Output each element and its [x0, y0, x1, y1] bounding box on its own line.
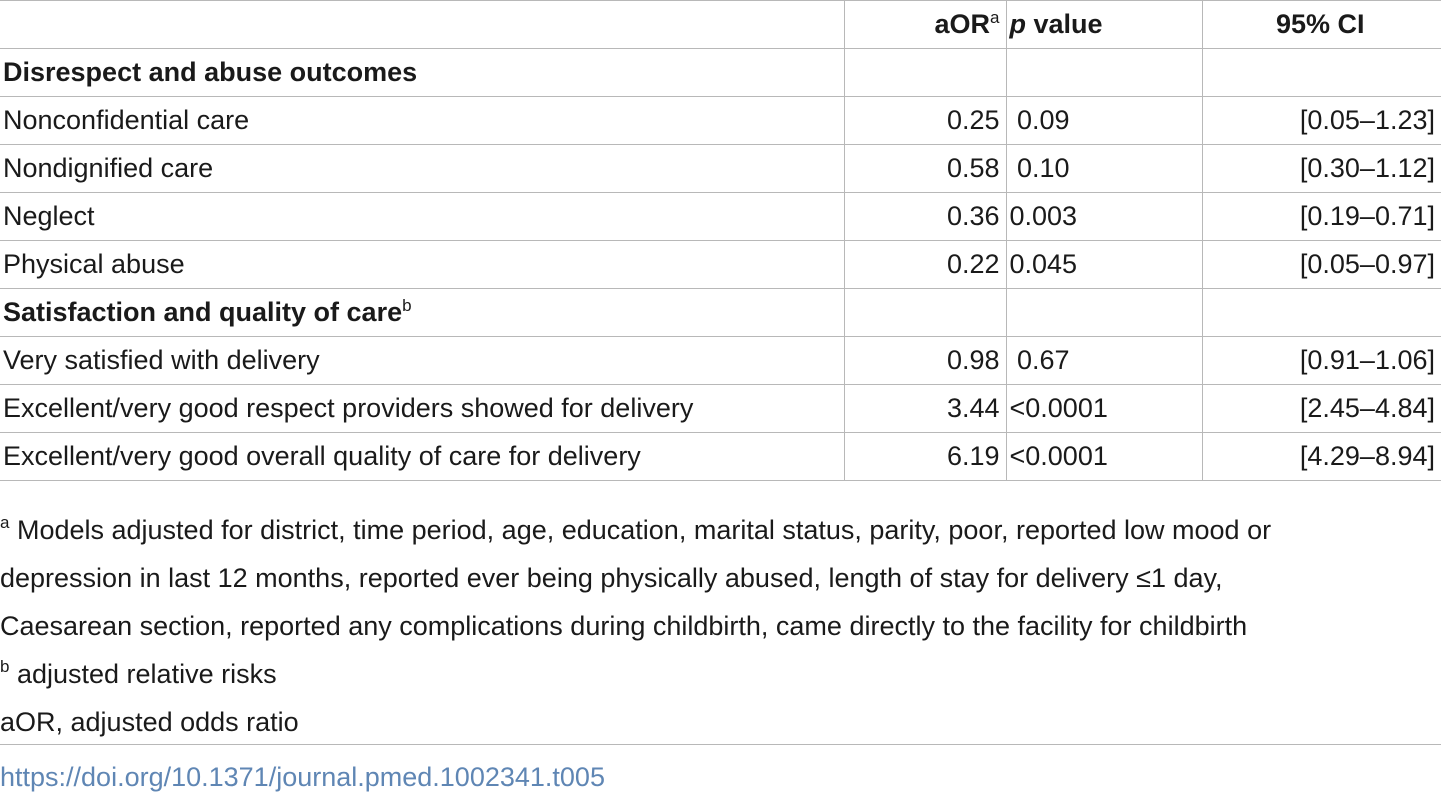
row-label: Physical abuse: [0, 240, 844, 289]
empty-cell: [1005, 288, 1202, 337]
footnote-b: b adjusted relative risks: [0, 657, 277, 689]
table-header: aORa p value 95% CI: [0, 0, 1441, 49]
p-value: 0.003: [1005, 192, 1202, 241]
table-row: Neglect 0.36 0.003 [0.19–0.71]: [0, 192, 1441, 241]
aor-value: 0.58: [843, 144, 1006, 193]
header-aor-text: aOR: [934, 9, 991, 39]
section-row: Disrespect and abuse outcomes: [0, 48, 1441, 97]
empty-cell: [1005, 48, 1202, 97]
header-ci: 95% CI: [1201, 0, 1441, 49]
footnote-a-marker: a: [0, 513, 10, 532]
divider: [0, 744, 1441, 745]
aor-value: 0.36: [843, 192, 1006, 241]
table-row: Very satisfied with delivery 0.98 0.67 [0.…: [0, 336, 1441, 385]
footnote-a-line3: Caesarean section, reported any complica…: [0, 611, 1248, 641]
doi-link[interactable]: https://doi.org/10.1371/journal.pmed.100…: [0, 762, 605, 792]
empty-cell: [1201, 48, 1441, 97]
table-row: Physical abuse 0.22 0.045 [0.05–0.97]: [0, 240, 1441, 289]
table-row: Excellent/very good overall quality of c…: [0, 432, 1441, 481]
aor-value: 0.25: [843, 96, 1006, 145]
aor-value: 3.44: [843, 384, 1006, 433]
ci-value: [0.05–1.23]: [1201, 96, 1441, 145]
header-p-italic: p: [1009, 9, 1027, 39]
row-label: Very satisfied with delivery: [0, 336, 844, 385]
aor-value: 6.19: [843, 432, 1006, 481]
ci-value: [0.30–1.12]: [1201, 144, 1441, 193]
p-value: 0.09: [1005, 96, 1202, 145]
results-table-container: aORa p value 95% CI Disrespect and abuse…: [0, 0, 1441, 481]
row-label: Nonconfidential care: [0, 96, 844, 145]
row-label: Excellent/very good respect providers sh…: [0, 384, 844, 433]
section-title: Satisfaction and quality of careb: [0, 288, 844, 337]
table-body: Disrespect and abuse outcomes Nonconfiden…: [0, 48, 1441, 481]
abbreviation-note: aOR, adjusted odds ratio: [0, 707, 299, 737]
ci-value: [2.45–4.84]: [1201, 384, 1441, 433]
table-row: Nondignified care 0.58 0.10 [0.30–1.12]: [0, 144, 1441, 193]
table-footnotes: a Models adjusted for district, time per…: [0, 506, 1441, 746]
empty-cell: [843, 48, 1006, 97]
table-row: Nonconfidential care 0.25 0.09 [0.05–1.23]: [0, 96, 1441, 145]
empty-cell: [1201, 288, 1441, 337]
header-p-rest: value: [1026, 9, 1103, 39]
row-label: Excellent/very good overall quality of c…: [0, 432, 844, 481]
row-label: Neglect: [0, 192, 844, 241]
footnote-a-line1: a Models adjusted for district, time per…: [0, 513, 1272, 545]
empty-cell: [843, 288, 1006, 337]
table-row: Excellent/very good respect providers sh…: [0, 384, 1441, 433]
p-value: <0.0001: [1005, 384, 1202, 433]
row-label: Nondignified care: [0, 144, 844, 193]
ci-value: [4.29–8.94]: [1201, 432, 1441, 481]
p-value: 0.10: [1005, 144, 1202, 193]
header-aor-footnote-marker: a: [990, 8, 1000, 27]
header-p-value: p value: [1005, 0, 1202, 49]
header-label-cell: [0, 0, 844, 49]
ci-value: [0.19–0.71]: [1201, 192, 1441, 241]
header-row: aORa p value 95% CI: [0, 0, 1441, 49]
p-value: 0.045: [1005, 240, 1202, 289]
section-row: Satisfaction and quality of careb: [0, 288, 1441, 337]
results-table: aORa p value 95% CI Disrespect and abuse…: [0, 0, 1441, 481]
ci-value: [0.05–0.97]: [1201, 240, 1441, 289]
aor-value: 0.22: [843, 240, 1006, 289]
section-footnote-marker: b: [402, 296, 412, 315]
footnote-a-line2: depression in last 12 months, reported e…: [0, 563, 1223, 593]
footnote-b-marker: b: [0, 657, 10, 676]
p-value: <0.0001: [1005, 432, 1202, 481]
section-title: Disrespect and abuse outcomes: [0, 48, 844, 97]
ci-value: [0.91–1.06]: [1201, 336, 1441, 385]
aor-value: 0.98: [843, 336, 1006, 385]
p-value: 0.67: [1005, 336, 1202, 385]
header-aor: aORa: [843, 0, 1006, 49]
